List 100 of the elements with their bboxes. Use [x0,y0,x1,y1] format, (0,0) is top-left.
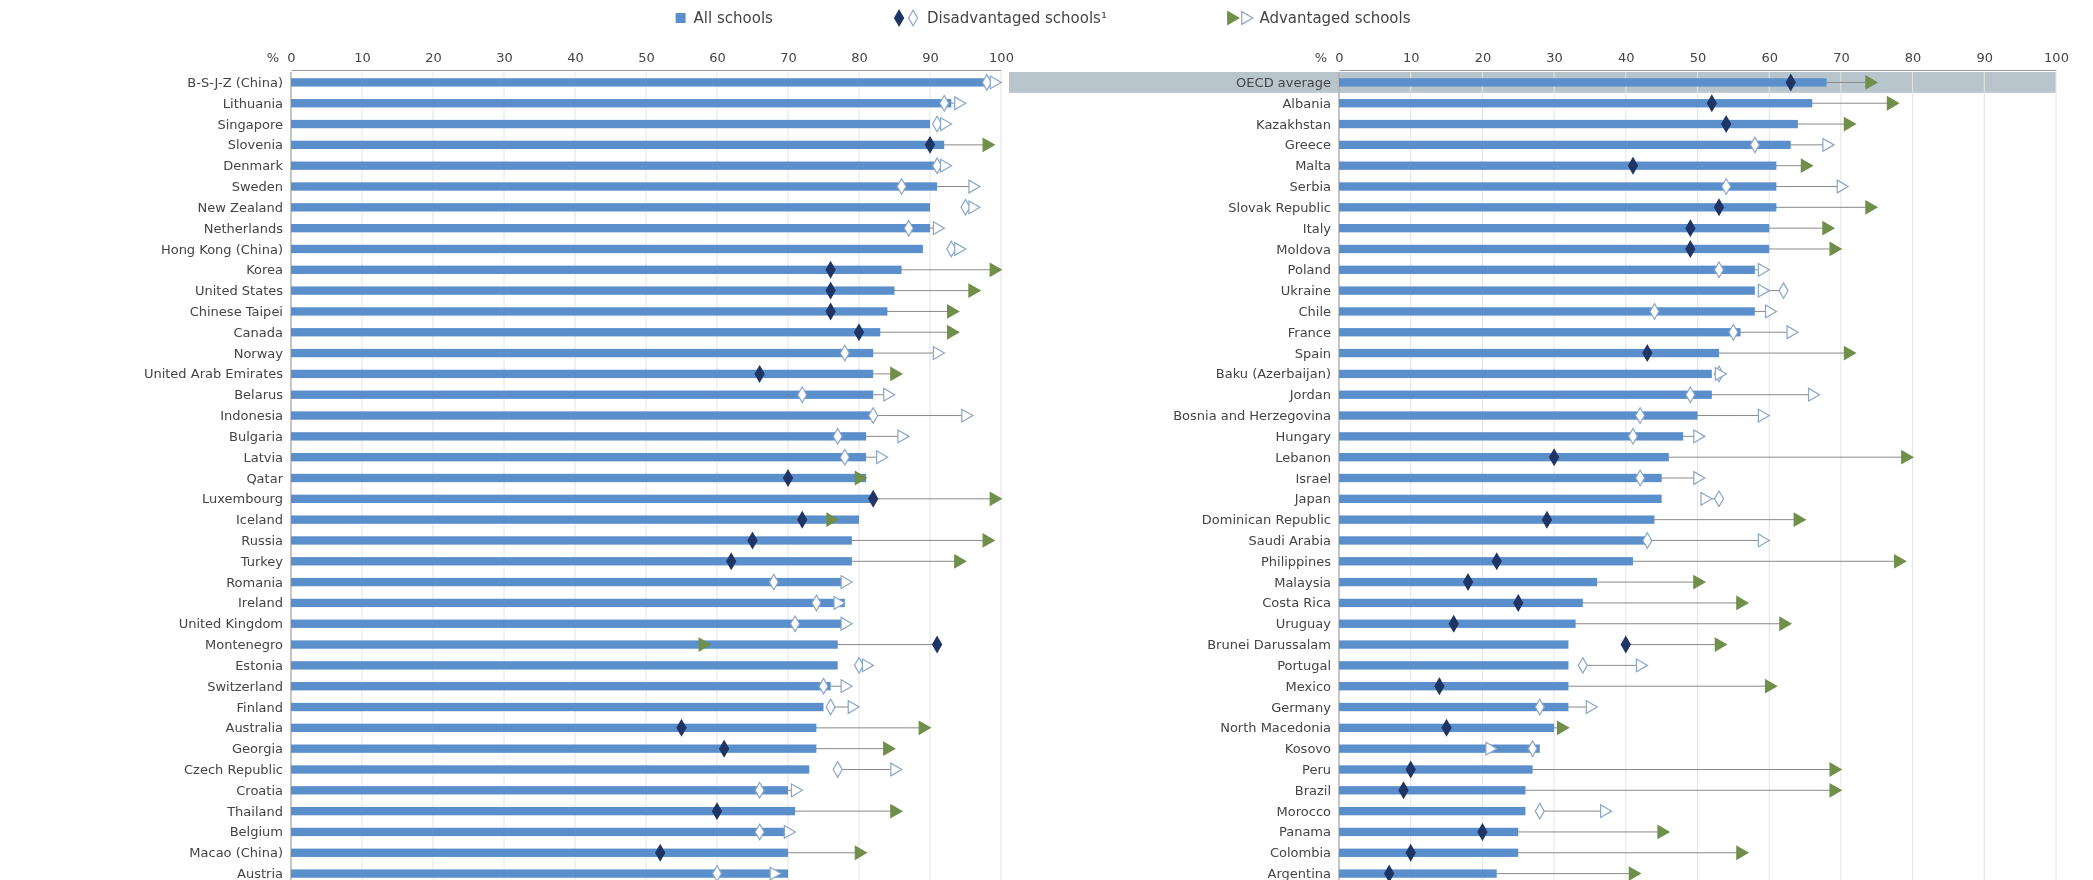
y-tick-label: Bulgaria [229,428,283,444]
x-tick-label: 40 [1618,50,1635,65]
x-axis-title: % [1314,50,1327,65]
y-tick-label: Qatar [246,470,284,486]
y-tick-label: United Kingdom [178,616,283,632]
y-tick-label: Argentina [1267,866,1331,880]
x-axis-title: % [266,50,279,65]
y-tick-label: North Macedonia [1220,720,1331,736]
legend-label: All schools [693,9,774,28]
y-tick-label: Turkey [239,553,284,569]
y-tick-label: Morocco [1276,803,1332,819]
x-tick-label: 60 [709,50,726,65]
y-tick-label: Peru [1302,762,1331,778]
y-tick-label: Portugal [1277,657,1331,673]
y-tick-label: Colombia [1269,845,1331,861]
y-tick-label: Albania [1282,95,1331,111]
y-tick-label: United Arab Emirates [143,366,284,382]
y-tick-label: Philippines [1260,553,1332,569]
y-tick-label: Uruguay [1275,616,1332,632]
y-tick-label: Saudi Arabia [1248,533,1331,549]
x-tick-label: 0 [287,50,296,65]
y-tick-label: Austria [237,866,283,880]
y-tick-label: Bosnia and Herzegovina [1173,408,1331,424]
y-tick-label: Kosovo [1284,741,1332,757]
x-tick-label: 50 [638,50,655,65]
y-tick-label: Norway [233,345,284,361]
y-tick-label: Panama [1278,824,1331,840]
y-tick-label: Australia [225,720,283,736]
y-tick-label: Indonesia [220,408,283,424]
y-tick-label: Lebanon [1275,449,1331,465]
y-tick-label: Singapore [217,116,283,132]
y-tick-label: Malta [1295,158,1331,174]
y-tick-label: Lithuania [222,95,283,111]
y-tick-label: Estonia [235,657,283,673]
y-tick-label: Czech Republic [184,762,283,778]
y-tick-label: Latvia [243,449,283,465]
y-tick-label: Korea [246,262,283,278]
y-tick-label: Netherlands [203,220,284,236]
y-tick-label: France [1287,324,1331,340]
y-tick-label: Georgia [232,741,283,757]
y-tick-label: OECD average [1236,74,1331,90]
y-tick-label: Denmark [223,158,284,174]
x-tick-label: 100 [2044,50,2069,65]
x-tick-label: 40 [567,50,584,65]
y-tick-label: Canada [233,324,283,340]
x-tick-label: 50 [1689,50,1707,65]
x-tick-label: 60 [1761,50,1778,65]
y-tick-label: Belgium [229,824,283,840]
y-tick-label: Dominican Republic [1201,512,1331,528]
y-tick-label: Slovenia [227,137,283,153]
y-tick-label: Ukraine [1280,283,1331,299]
y-tick-label: Chinese Taipei [189,303,283,319]
y-tick-label: Moldova [1276,241,1331,257]
y-tick-label: B-S-J-Z (China) [187,74,283,90]
y-tick-label: Italy [1302,220,1332,236]
y-tick-label: New Zealand [197,199,283,215]
y-tick-label: Greece [1284,137,1331,153]
x-tick-label: 90 [922,50,939,65]
y-tick-label: Croatia [236,782,283,798]
y-tick-label: Thailand [226,803,283,819]
x-tick-label: 80 [1904,50,1922,65]
y-tick-label: Israel [1295,470,1331,486]
y-tick-label: Kazakhstan [1256,116,1331,132]
y-tick-label: Iceland [235,512,283,528]
x-tick-label: 20 [425,50,442,65]
y-tick-label: Russia [241,533,283,549]
y-tick-label: Macao (China) [189,845,283,861]
x-tick-label: 30 [1546,50,1563,65]
y-tick-label: Slovak Republic [1228,199,1331,215]
legend-label: Advantaged schools [1259,9,1411,28]
y-tick-label: Romania [226,574,283,590]
y-tick-label: Belarus [234,387,284,403]
x-tick-label: 20 [1474,50,1492,65]
y-tick-label: Costa Rica [1262,595,1331,611]
y-tick-label: Hong Kong (China) [160,241,283,257]
y-tick-label: Hungary [1275,428,1332,444]
x-tick-label: 100 [989,50,1014,65]
x-tick-label: 90 [1976,50,1994,65]
y-tick-label: Montenegro [204,637,284,653]
y-tick-label: Baku (Azerbaijan) [1215,366,1331,382]
y-tick-label: Switzerland [207,678,283,694]
x-tick-label: 70 [1833,50,1850,65]
y-tick-label: Chile [1298,303,1331,319]
y-tick-label: Spain [1294,345,1331,361]
y-tick-label: Ireland [238,595,283,611]
y-tick-label: Serbia [1289,179,1331,195]
y-tick-label: Mexico [1285,678,1332,694]
y-tick-label: Sweden [231,179,283,195]
y-tick-label: Brunei Darussalam [1207,637,1331,653]
y-tick-label: Poland [1287,262,1331,278]
y-tick-label: Brazil [1294,782,1331,798]
y-tick-label: Japan [1293,491,1331,507]
x-tick-label: 70 [780,50,797,65]
y-tick-label: Germany [1271,699,1332,715]
y-tick-label: United States [194,283,284,299]
y-tick-label: Finland [236,699,283,715]
y-tick-label: Malaysia [1274,574,1331,590]
x-tick-label: 10 [354,50,371,65]
x-tick-label: 10 [1402,50,1420,65]
legend-label: Disadvantaged schools¹ [927,9,1107,28]
